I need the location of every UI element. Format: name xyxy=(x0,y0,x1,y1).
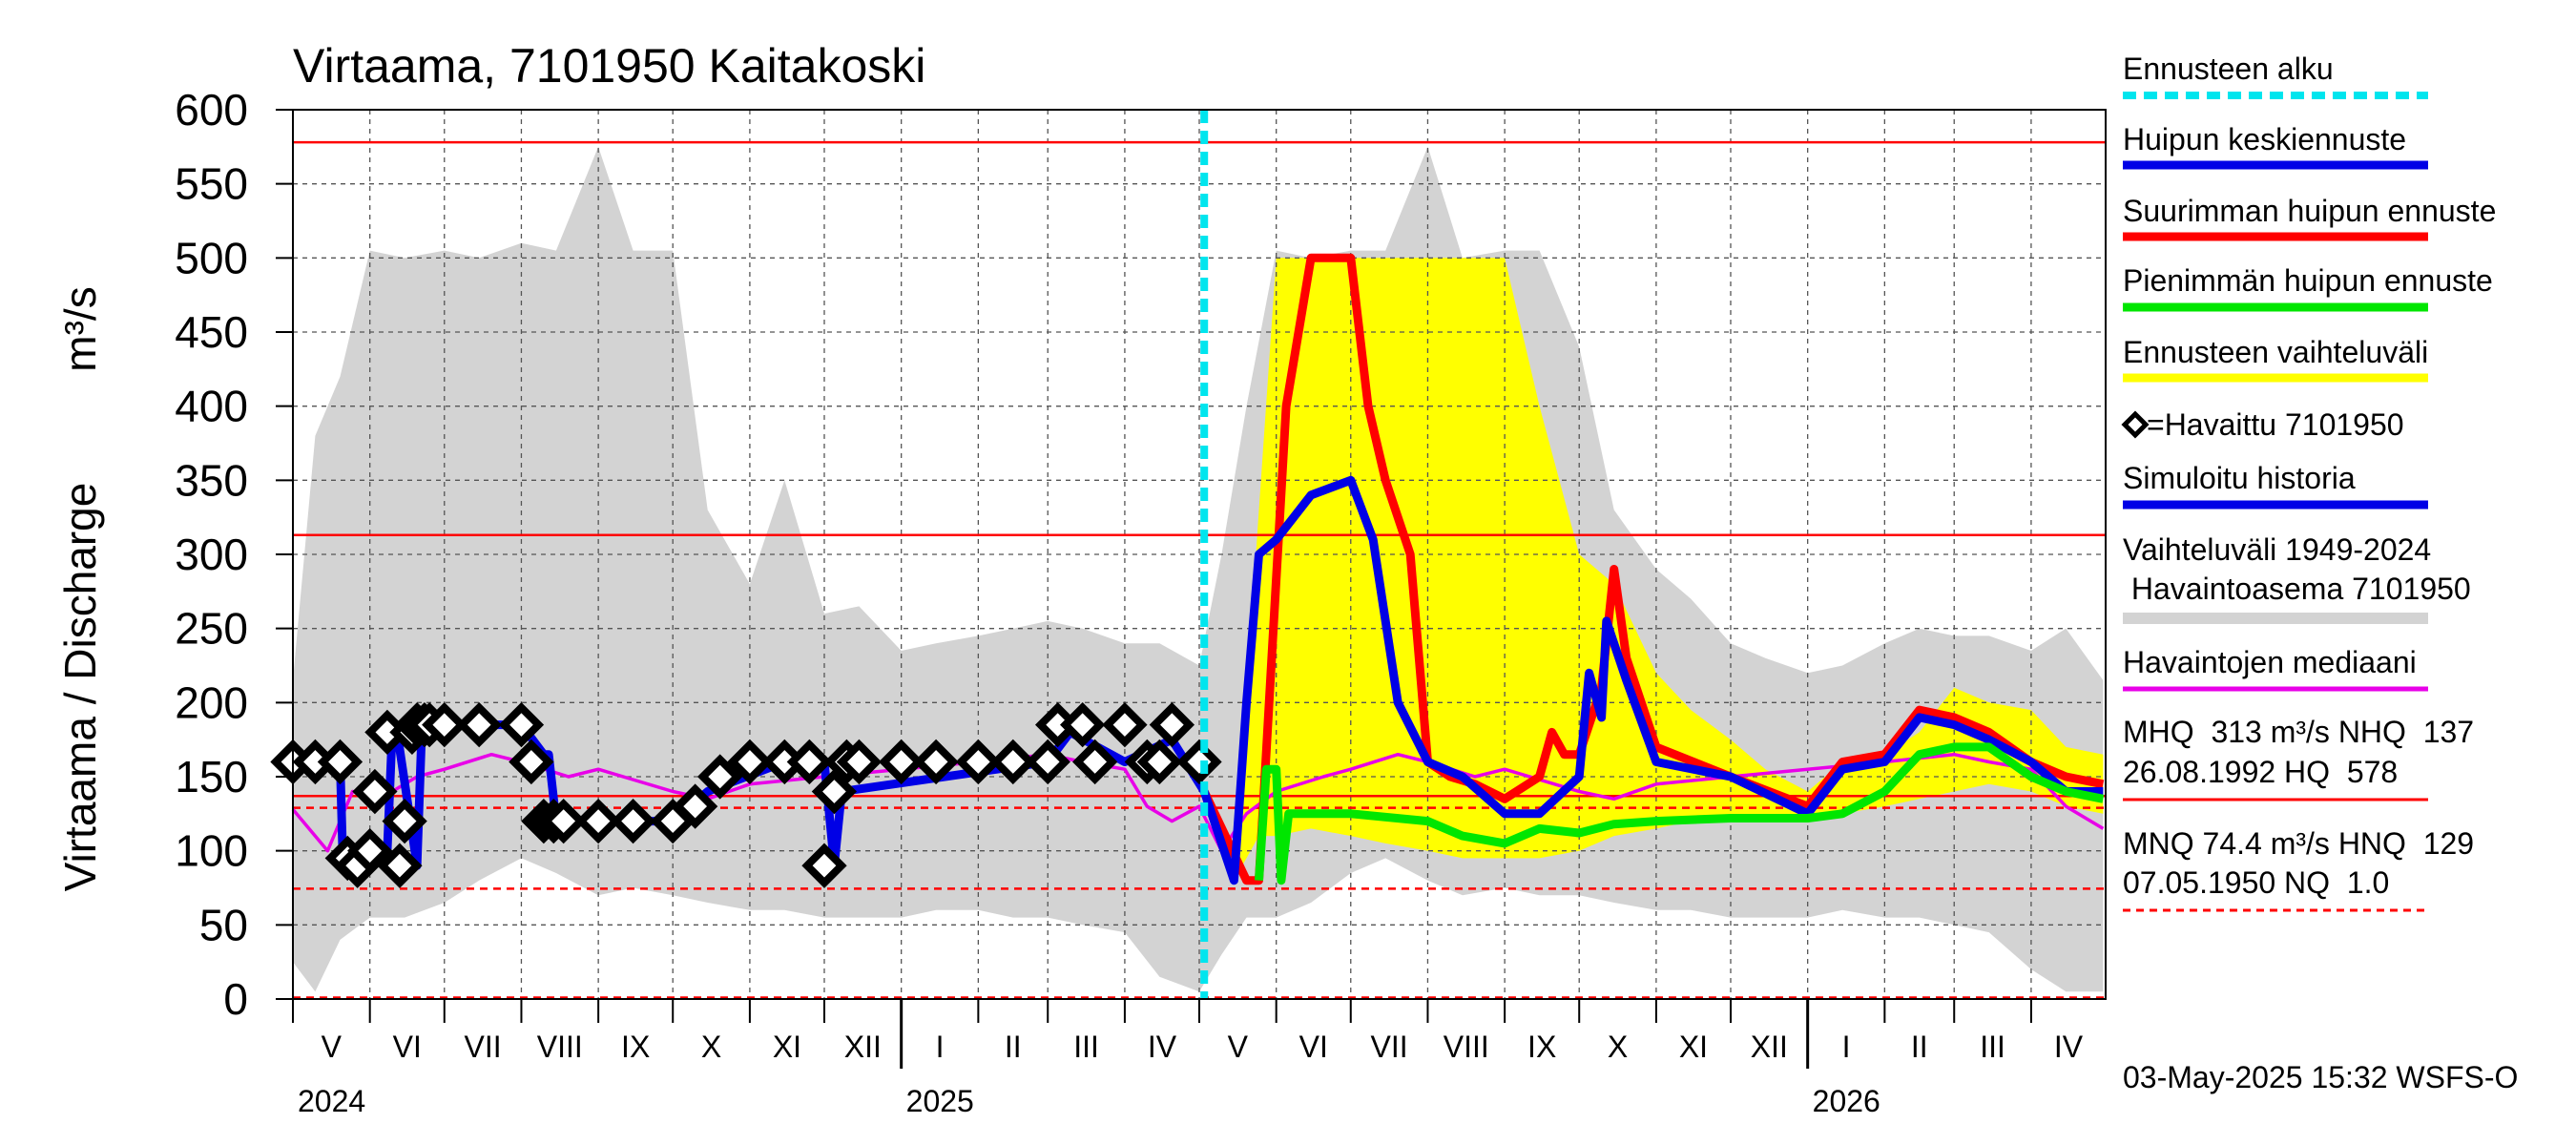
month-label: VIII xyxy=(537,1030,583,1064)
y-tick-label: 500 xyxy=(175,233,248,282)
legend-forecast-start-label: Ennusteen alku xyxy=(2123,52,2334,86)
month-label: XII xyxy=(1751,1030,1788,1064)
x-axis: V VI VII VIII IX X XI XII I II III IV V VI VII VIII IX X X… xyxy=(292,999,2084,1118)
y-tick-label: 100 xyxy=(175,826,248,876)
legend-simulated-label: Simuloitu historia xyxy=(2123,461,2356,495)
month-label: II xyxy=(1005,1030,1022,1064)
min-peak-line xyxy=(1255,742,2105,885)
observed-point xyxy=(498,701,545,748)
legend: Ennusteen alku Huipun keskiennuste Suuri… xyxy=(2121,52,2496,912)
observed-point xyxy=(1072,739,1118,785)
y-tick-label: 300 xyxy=(175,530,248,579)
observed-point xyxy=(801,843,847,888)
y-tick-label: 600 xyxy=(175,85,248,135)
legend-hist-range-label-1: Vaihteluväli 1949-2024 xyxy=(2123,532,2431,567)
observed-point xyxy=(1060,701,1106,748)
month-label: I xyxy=(936,1030,945,1064)
month-label: XI xyxy=(773,1030,801,1064)
legend-observed-marker-icon xyxy=(2121,410,2150,439)
month-label: VII xyxy=(465,1030,502,1064)
month-label: X xyxy=(1608,1030,1628,1064)
month-label: XII xyxy=(844,1030,882,1064)
observed-point xyxy=(456,701,502,748)
legend-mean-peak-label: Huipun keskiennuste xyxy=(2123,122,2406,156)
y-tick-label: 200 xyxy=(175,677,248,727)
y-tick-label: 550 xyxy=(175,159,248,209)
chart-title: Virtaama, 7101950 Kaitakoski xyxy=(293,39,925,93)
mean-peak-line xyxy=(1199,475,2104,885)
forecast-range-band xyxy=(1234,258,2104,881)
month-label: VIII xyxy=(1444,1030,1489,1064)
observed-point xyxy=(697,754,743,800)
month-label: VI xyxy=(1299,1030,1328,1064)
observed-point xyxy=(317,739,364,785)
month-label: IV xyxy=(1148,1030,1177,1064)
y-axis-ticks: 0 50 100 150 200 250 300 350 400 450 500 550 600 xyxy=(175,85,293,1024)
observed-point xyxy=(377,843,423,888)
month-label: V xyxy=(322,1030,343,1064)
stats-line-3: MNQ 74.4 m³/s HNQ 129 xyxy=(2123,826,2474,861)
timestamp-footer: 03-May-2025 15:32 WSFS-O xyxy=(2123,1060,2518,1094)
observed-point xyxy=(672,783,718,829)
year-label: 2025 xyxy=(906,1084,974,1118)
observed-point xyxy=(352,768,398,815)
month-label: III xyxy=(1980,1030,2005,1064)
y-axis-label: Virtaama / Discharge xyxy=(55,483,105,892)
stats-line-4: 07.05.1950 NQ 1.0 xyxy=(2123,865,2389,900)
month-label: VII xyxy=(1371,1030,1408,1064)
month-label: II xyxy=(1911,1030,1928,1064)
y-tick-label: 150 xyxy=(175,752,248,802)
month-label: V xyxy=(1228,1030,1249,1064)
observed-point xyxy=(1102,701,1148,748)
observed-point xyxy=(1149,701,1195,748)
month-label: IX xyxy=(1527,1030,1556,1064)
month-label: XI xyxy=(1679,1030,1708,1064)
month-label: VI xyxy=(393,1030,422,1064)
observation-markers xyxy=(270,701,1222,888)
y-tick-label: 400 xyxy=(175,382,248,431)
legend-observed-label: =Havaittu 7101950 xyxy=(2147,407,2404,442)
observed-point xyxy=(913,739,959,785)
legend-min-peak-label: Pienimmän huipun ennuste xyxy=(2123,263,2493,298)
year-label: 2024 xyxy=(298,1084,365,1118)
observed-point xyxy=(382,798,427,844)
year-label: 2026 xyxy=(1813,1084,1880,1118)
legend-forecast-range-label: Ennusteen vaihteluväli xyxy=(2123,335,2428,369)
month-label: IX xyxy=(621,1030,650,1064)
y-tick-label: 50 xyxy=(199,900,248,949)
y-tick-label: 350 xyxy=(175,455,248,505)
y-tick-label: 450 xyxy=(175,307,248,357)
month-label: I xyxy=(1842,1030,1851,1064)
month-label: IV xyxy=(2054,1030,2084,1064)
stats-line-2: 26.08.1992 HQ 578 xyxy=(2123,755,2398,789)
observed-point xyxy=(347,828,393,874)
month-label: III xyxy=(1073,1030,1099,1064)
observed-point xyxy=(811,768,858,815)
legend-hist-range-label-2: Havaintoasema 7101950 xyxy=(2123,572,2471,606)
observed-point xyxy=(836,739,883,785)
y-tick-label: 250 xyxy=(175,604,248,654)
month-label: X xyxy=(701,1030,721,1064)
legend-median-label: Havaintojen mediaani xyxy=(2123,645,2417,679)
observed-point xyxy=(1176,739,1222,785)
y-tick-label: 0 xyxy=(223,974,248,1024)
observed-point xyxy=(509,739,554,785)
stats-line-1: MHQ 313 m³/s NHQ 137 xyxy=(2123,715,2474,749)
max-peak-line xyxy=(1200,253,2105,885)
observed-point xyxy=(1025,739,1070,785)
legend-max-peak-label: Suurimman huipun ennuste xyxy=(2123,194,2496,228)
y-axis-unit: m³/s xyxy=(55,286,105,371)
